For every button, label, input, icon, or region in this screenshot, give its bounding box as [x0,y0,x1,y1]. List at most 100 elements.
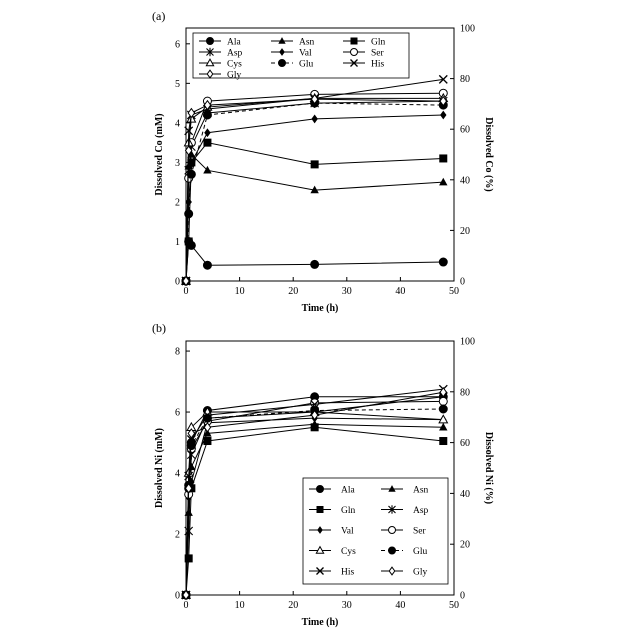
y2-tick-label: 60 [460,438,470,449]
legend-label: Gly [413,568,428,578]
legend-marker [207,38,214,45]
legend-marker [279,60,286,67]
x-axis-title: Time (h) [302,617,339,628]
y-tick-label: 2 [175,197,180,208]
legend-label: His [341,568,355,578]
y2-tick-label: 0 [460,591,465,602]
y2-tick-label: 100 [460,24,475,35]
data-point [203,139,211,147]
y2-axis-title: Dissolved Co (%) [483,117,494,191]
legend-label: Gln [341,506,356,516]
series-ala [182,237,447,285]
y2-tick-label: 20 [460,540,470,551]
legend-label: Val [341,527,354,537]
y-axis-title: Dissolved Co (mM) [154,113,165,195]
data-point [311,260,319,268]
data-point [311,115,317,124]
chart-panel-b: (b)0102030405002468020406080100Time (h)D… [152,321,494,628]
x-axis-title: Time (h) [302,303,339,314]
data-point [185,237,193,245]
data-point [204,128,210,137]
series-line [186,115,443,281]
data-point [185,554,193,562]
panel-label: (a) [152,9,165,23]
chart-panel-a: (a)010203040500123456020406080100Time (h… [152,9,494,314]
y2-axis-title: Dissolved Ni (%) [483,432,494,504]
data-point [440,111,446,120]
legend: Ala Asn Gln Asp Val Ser Cys Glu His Gly [303,478,448,584]
legend-label: Ala [227,38,242,48]
y-tick-label: 1 [175,237,180,248]
x-tick-label: 40 [395,286,405,297]
legend-marker [351,38,358,45]
series-val [183,111,447,286]
data-point [203,437,211,445]
legend-marker [317,506,324,513]
y-tick-label: 0 [175,591,180,602]
y2-tick-label: 40 [460,175,470,186]
x-tick-label: 30 [342,286,352,297]
y2-tick-label: 100 [460,337,475,348]
data-point [439,405,447,413]
y2-tick-label: 60 [460,125,470,136]
legend-label: Gly [227,71,242,81]
legend-label: Asp [227,49,243,59]
legend-label: Cys [227,60,242,70]
y2-tick-label: 20 [460,226,470,237]
x-tick-label: 10 [235,286,245,297]
data-point [311,423,319,431]
y-tick-label: 4 [175,118,180,129]
legend-label: Asp [413,506,429,516]
legend-marker [389,527,396,534]
y2-tick-label: 80 [460,387,470,398]
legend-label: Glu [299,60,314,70]
y-axis-title: Dissolved Ni (mM) [154,428,165,508]
legend-label: Gln [371,38,386,48]
x-tick-label: 10 [235,600,245,611]
y-tick-label: 3 [175,158,180,169]
legend-label: Ser [371,49,385,59]
y-tick-label: 2 [175,530,180,541]
figure: (a)010203040500123456020406080100Time (h… [0,0,640,640]
data-point [311,399,319,407]
legend-label: Glu [413,547,428,557]
data-point [439,258,447,266]
legend-label: Cys [341,547,356,557]
data-point [311,160,319,168]
legend-label: Ser [413,527,427,537]
x-tick-label: 50 [449,286,459,297]
legend-marker [351,49,358,56]
y2-tick-label: 0 [460,277,465,288]
y-tick-label: 6 [175,408,180,419]
legend-marker [389,547,396,554]
y-tick-label: 5 [175,79,180,90]
legend-label: Ala [341,486,356,496]
legend-label: Asn [299,38,315,48]
data-point [439,437,447,445]
legend: Ala Asn Gln Asp Val Ser Cys Glu His Gly [193,33,409,81]
data-point [188,109,194,118]
data-point [185,210,193,218]
y-tick-label: 6 [175,39,180,50]
y2-tick-label: 80 [460,74,470,85]
x-tick-label: 30 [342,600,352,611]
panel-label: (b) [152,321,166,335]
x-tick-label: 0 [184,286,189,297]
x-tick-label: 20 [288,600,298,611]
y2-tick-label: 40 [460,489,470,500]
legend-label: His [371,60,385,70]
x-tick-label: 20 [288,286,298,297]
data-point [439,178,447,186]
y-tick-label: 4 [175,469,180,480]
y-tick-label: 0 [175,277,180,288]
data-point [439,397,447,405]
data-point [203,261,211,269]
x-tick-label: 0 [184,600,189,611]
x-tick-label: 40 [395,600,405,611]
x-tick-label: 50 [449,600,459,611]
y-tick-label: 8 [175,347,180,358]
legend-label: Asn [413,486,429,496]
data-point [439,154,447,162]
legend-label: Val [299,49,312,59]
legend-marker [317,486,324,493]
